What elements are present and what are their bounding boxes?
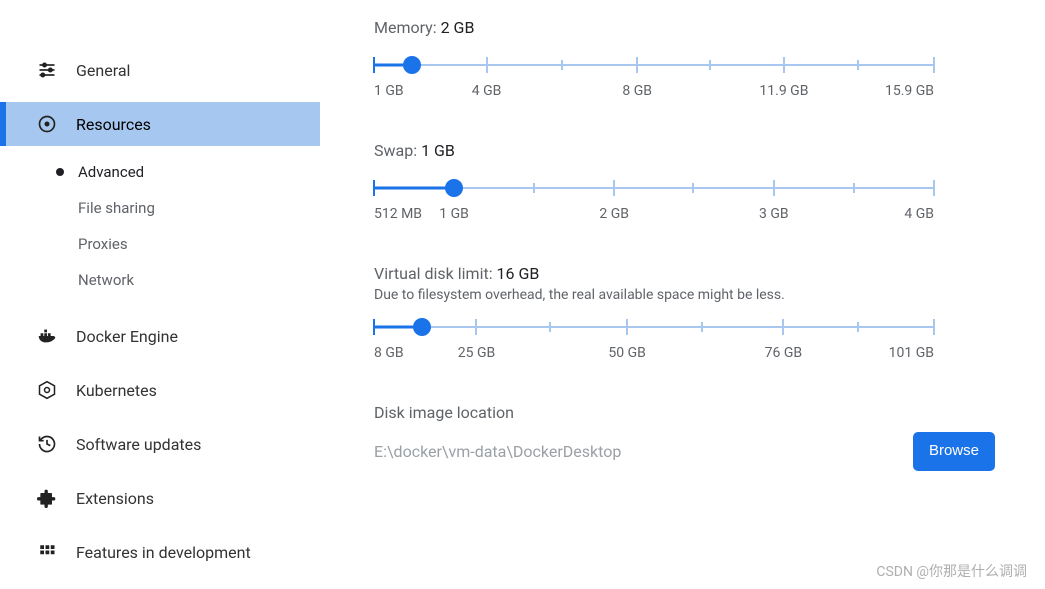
- subnav-item-file-sharing[interactable]: File sharing: [0, 190, 320, 226]
- resources-subnav: Advanced File sharing Proxies Network: [0, 146, 320, 304]
- subnav-label: Advanced: [78, 163, 144, 181]
- slider-tick: [782, 319, 784, 335]
- subnav-label: Network: [78, 271, 134, 289]
- disk-limit-helper: Due to filesystem overhead, the real ava…: [374, 287, 995, 303]
- nav-label: Docker Engine: [76, 327, 178, 346]
- nav-label: Extensions: [76, 489, 154, 508]
- sidebar-item-general[interactable]: General: [0, 48, 320, 92]
- setting-swap: Swap: 1 GB 512 MB 1 GB 2 GB 3 GB 4 GB: [374, 141, 995, 226]
- slider-tick-label: 11.9 GB: [759, 83, 808, 99]
- slider-tick-label: 101 GB: [889, 345, 934, 361]
- history-icon: [36, 433, 58, 455]
- slider-tick: [933, 319, 935, 335]
- settings-sidebar: General Resources Advanced File sharing: [0, 0, 320, 589]
- slider-tick: [853, 183, 855, 193]
- slider-tick: [475, 319, 477, 335]
- slider-tick-label: 2 GB: [599, 206, 629, 222]
- sidebar-item-software-updates[interactable]: Software updates: [0, 422, 320, 466]
- grid-icon: [36, 541, 58, 563]
- slider-tick: [626, 319, 628, 335]
- slider-tick: [857, 322, 859, 332]
- nav-label: Kubernetes: [76, 381, 157, 400]
- slider-tick: [613, 180, 615, 196]
- kubernetes-icon: [36, 379, 58, 401]
- setting-disk-limit: Virtual disk limit: 16 GB Due to filesys…: [374, 264, 995, 365]
- slider-tick: [636, 57, 638, 73]
- puzzle-icon: [36, 487, 58, 509]
- slider-tick: [701, 322, 703, 332]
- subnav-label: Proxies: [78, 235, 128, 253]
- slider-tick-label: 15.9 GB: [885, 83, 934, 99]
- slider-tick: [373, 57, 375, 73]
- sliders-icon: [36, 59, 58, 81]
- slider-tick-label: 4 GB: [472, 83, 502, 99]
- slider-tick-label: 25 GB: [458, 345, 495, 361]
- subnav-item-proxies[interactable]: Proxies: [0, 226, 320, 262]
- disk-limit-label: Virtual disk limit: 16 GB: [374, 264, 995, 283]
- slider-tick-label: 8 GB: [374, 345, 404, 361]
- slider-tick: [692, 183, 694, 193]
- browse-button[interactable]: Browse: [913, 432, 995, 471]
- slider-tick: [561, 60, 563, 70]
- slider-thumb[interactable]: [445, 179, 463, 197]
- slider-thumb[interactable]: [403, 56, 421, 74]
- setting-memory: Memory: 2 GB 1 GB 4 GB 8 GB 11.9 GB 15.9 GB: [374, 18, 995, 103]
- slider-tick: [783, 57, 785, 73]
- disk-location-label: Disk image location: [374, 403, 995, 422]
- sidebar-item-extensions[interactable]: Extensions: [0, 476, 320, 520]
- sidebar-item-resources[interactable]: Resources: [0, 102, 320, 146]
- slider-tick: [709, 60, 711, 70]
- slider-tick-label: 3 GB: [759, 206, 789, 222]
- setting-disk-location: Disk image location E:\docker\vm-data\Do…: [374, 403, 995, 471]
- subnav-label: File sharing: [78, 199, 155, 217]
- resources-icon: [36, 113, 58, 135]
- disk-location-path: E:\docker\vm-data\DockerDesktop: [374, 442, 895, 461]
- slider-tick-label: 4 GB: [904, 206, 934, 222]
- slider-tick-label: 1 GB: [439, 206, 469, 222]
- slider-tick: [549, 322, 551, 332]
- slider-tick-label: 76 GB: [765, 345, 802, 361]
- slider-tick: [933, 57, 935, 73]
- memory-slider[interactable]: 1 GB 4 GB 8 GB 11.9 GB 15.9 GB: [374, 55, 934, 103]
- nav-label: Features in development: [76, 543, 251, 562]
- settings-main: Memory: 2 GB 1 GB4 GB8 GB11.9 GB15.9 GB …: [320, 0, 1045, 589]
- subnav-item-network[interactable]: Network: [0, 262, 320, 298]
- nav-label: Software updates: [76, 435, 201, 454]
- nav-label: General: [76, 61, 130, 80]
- sidebar-item-kubernetes[interactable]: Kubernetes: [0, 368, 320, 412]
- slider-tick: [373, 180, 375, 196]
- slider-tick-label: 8 GB: [622, 83, 652, 99]
- docker-icon: [36, 325, 58, 347]
- slider-thumb[interactable]: [413, 318, 431, 336]
- slider-tick: [533, 183, 535, 193]
- swap-slider[interactable]: 512 MB 1 GB 2 GB 3 GB 4 GB: [374, 178, 934, 226]
- slider-tick: [773, 180, 775, 196]
- nav-label: Resources: [76, 115, 151, 134]
- subnav-item-advanced[interactable]: Advanced: [0, 154, 320, 190]
- sidebar-item-docker-engine[interactable]: Docker Engine: [0, 314, 320, 358]
- slider-tick-label: 1 GB: [374, 83, 404, 99]
- slider-tick-label: 50 GB: [608, 345, 645, 361]
- slider-tick: [486, 57, 488, 73]
- slider-tick: [857, 60, 859, 70]
- memory-label: Memory: 2 GB: [374, 18, 995, 37]
- bullet-icon: [56, 168, 64, 176]
- slider-tick: [933, 180, 935, 196]
- sidebar-item-features-dev[interactable]: Features in development: [0, 530, 320, 574]
- swap-label: Swap: 1 GB: [374, 141, 995, 160]
- disk-limit-slider[interactable]: 8 GB 25 GB 50 GB 76 GB 101 GB: [374, 317, 934, 365]
- slider-tick: [373, 319, 375, 335]
- slider-tick-label: 512 MB: [374, 206, 422, 222]
